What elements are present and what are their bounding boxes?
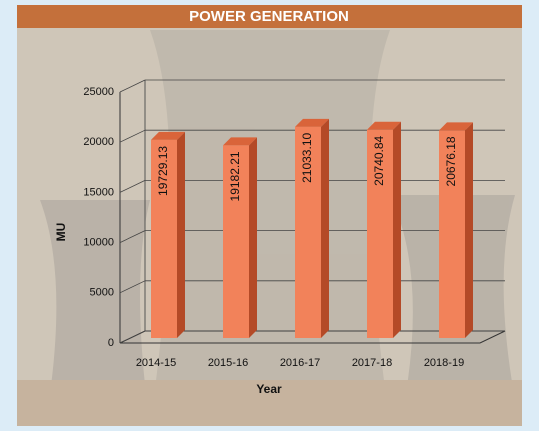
chart-title: POWER GENERATION xyxy=(189,8,349,25)
x-tick-label: 2018-19 xyxy=(424,357,464,369)
y-tick-label: 5000 xyxy=(90,287,114,299)
y-tick-label: 10000 xyxy=(83,237,114,249)
bar-side xyxy=(465,122,473,338)
value-label: 19182.21 xyxy=(228,151,242,201)
y-tick-label: 15000 xyxy=(83,186,114,198)
value-label: 20740.84 xyxy=(372,135,386,185)
y-axis-label: MU xyxy=(54,223,68,242)
x-tick-label: 2015-16 xyxy=(208,357,248,369)
value-label: 19729.13 xyxy=(156,146,170,196)
chart: POWER GENERATION Year MU 0 5000 10000 15000… xyxy=(0,0,539,431)
value-label: 20676.18 xyxy=(444,136,458,186)
bar-side xyxy=(321,119,329,338)
x-tick-label: 2014-15 xyxy=(136,357,176,369)
y-tick-label: 0 xyxy=(108,337,114,349)
y-tick-label: 25000 xyxy=(83,86,114,98)
bar-side xyxy=(177,132,185,338)
x-tick-label: 2016-17 xyxy=(280,357,320,369)
value-label: 21033.10 xyxy=(300,133,314,183)
x-tick-label: 2017-18 xyxy=(352,357,392,369)
x-axis-label: Year xyxy=(256,382,282,396)
bar-side xyxy=(393,122,401,338)
bar-side xyxy=(249,137,257,338)
y-tick-label: 20000 xyxy=(83,136,114,148)
